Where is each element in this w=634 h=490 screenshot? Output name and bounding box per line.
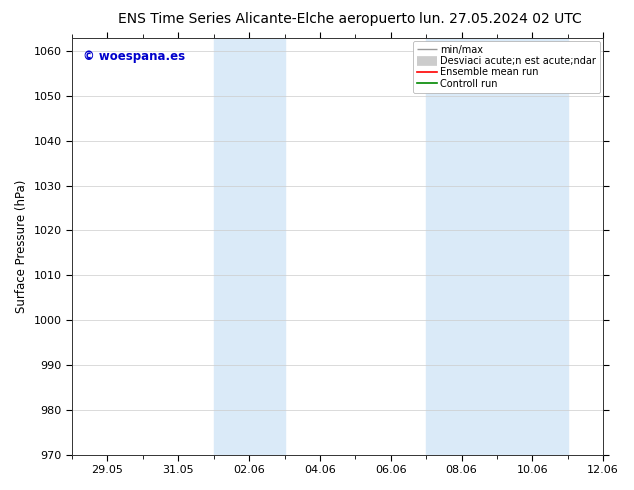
Bar xyxy=(426,38,567,455)
Legend: min/max, Desviaci acute;n est acute;ndar, Ensemble mean run, Controll run: min/max, Desviaci acute;n est acute;ndar… xyxy=(413,41,600,93)
Bar xyxy=(214,38,285,455)
Text: lun. 27.05.2024 02 UTC: lun. 27.05.2024 02 UTC xyxy=(420,12,582,26)
Text: ENS Time Series Alicante-Elche aeropuerto: ENS Time Series Alicante-Elche aeropuert… xyxy=(117,12,415,26)
Y-axis label: Surface Pressure (hPa): Surface Pressure (hPa) xyxy=(15,179,28,313)
Text: © woespana.es: © woespana.es xyxy=(82,50,185,63)
